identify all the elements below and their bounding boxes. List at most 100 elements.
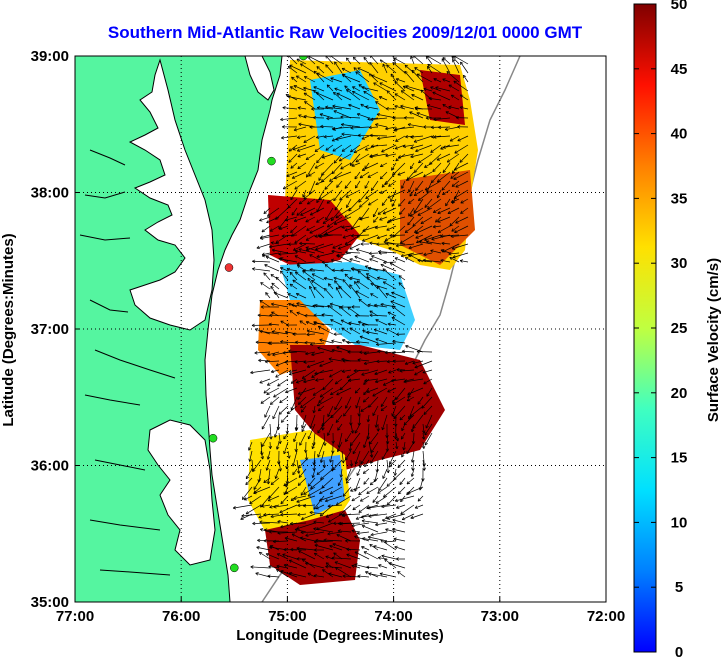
velocity-arrow <box>331 268 343 273</box>
velocity-arrow <box>282 553 298 560</box>
velocity-arrow <box>311 441 316 450</box>
y-tick-label: 39:00 <box>31 48 69 65</box>
velocity-arrow <box>359 350 370 354</box>
velocity-arrow <box>316 153 325 164</box>
velocity-arrow <box>412 360 424 365</box>
velocity-arrow <box>369 258 379 263</box>
velocity-arrow <box>385 126 397 131</box>
velocity-arrow <box>393 468 398 476</box>
velocity-arrow <box>287 95 307 101</box>
velocity-arrow <box>293 85 307 92</box>
plot-area <box>75 56 606 602</box>
velocity-arrow <box>305 531 325 537</box>
velocity-arrow <box>394 126 415 131</box>
velocity-arrow <box>382 63 388 74</box>
velocity-arrow <box>289 310 298 317</box>
velocity-arrow <box>385 292 397 299</box>
velocity-arrow <box>280 512 298 517</box>
velocity-arrow <box>268 441 273 449</box>
velocity-arrow <box>325 513 334 518</box>
velocity-arrow <box>410 513 424 520</box>
velocity-arrow <box>393 57 406 65</box>
velocity-arrow <box>332 243 343 249</box>
velocity-arrow <box>386 513 406 520</box>
land-mass <box>75 56 283 602</box>
velocity-arrow <box>294 271 307 281</box>
velocity-arrow <box>369 544 379 551</box>
velocity-arrow <box>313 321 334 326</box>
velocity-arrow <box>267 351 280 357</box>
velocity-arrow <box>400 504 415 515</box>
x-tick-label: 75:00 <box>268 608 306 625</box>
colorbar-tick-label: 45 <box>671 61 688 78</box>
x-tick-label: 72:00 <box>587 608 625 625</box>
velocity-arrow <box>271 282 280 290</box>
velocity-arrow <box>342 279 352 290</box>
velocity-arrow <box>325 144 334 151</box>
velocity-arrow <box>309 267 325 272</box>
velocity-arrow <box>410 423 415 433</box>
velocity-arrow <box>269 243 289 249</box>
velocity-arrow <box>363 56 370 65</box>
colorbar: 0 5 10 15 20 25 30 35 40 45 50 Surface Velocity (c… <box>633 0 722 659</box>
velocity-arrow <box>404 70 415 83</box>
velocity-arrow <box>267 574 280 578</box>
velocity-arrow <box>400 432 406 440</box>
velocity-arrow <box>380 396 388 408</box>
velocity-arrow <box>287 405 298 415</box>
velocity-arrow <box>400 234 415 244</box>
velocity-arrow <box>318 171 325 181</box>
y-tick-label: 38:00 <box>31 185 69 202</box>
velocity-arrow <box>462 74 469 83</box>
velocity-arrow <box>275 234 289 244</box>
velocity-arrow <box>313 86 325 92</box>
velocity-arrow <box>392 359 406 364</box>
velocity-arrow <box>414 360 433 369</box>
velocity-arrow <box>346 547 361 552</box>
x-axis-label: Longitude (Degrees:Minutes) <box>236 627 444 644</box>
velocity-arrow <box>416 349 433 354</box>
velocity-arrow <box>297 106 307 110</box>
velocity-arrow <box>316 252 334 258</box>
velocity-arrow <box>388 459 397 468</box>
velocity-arrow <box>271 302 289 308</box>
velocity-arrow <box>314 543 334 551</box>
velocity-arrow <box>283 432 289 440</box>
velocity-arrow <box>273 291 289 299</box>
velocity-arrow <box>375 101 388 110</box>
velocity-arrow <box>354 450 361 465</box>
velocity-arrow <box>263 539 280 543</box>
velocity-arrow <box>414 107 433 111</box>
velocity-arrow <box>252 267 271 272</box>
velocity-arrow <box>290 521 307 526</box>
velocity-arrow <box>410 153 424 159</box>
velocity-arrow <box>372 387 388 397</box>
velocity-arrow <box>381 518 397 524</box>
velocity-arrow <box>356 340 370 344</box>
velocity-arrow <box>320 124 334 129</box>
velocity-arrow <box>401 423 406 432</box>
velocity-arrow <box>387 311 397 317</box>
velocity-arrow <box>355 153 370 163</box>
velocity-arrow <box>334 561 352 569</box>
velocity-arrow <box>421 441 426 449</box>
velocity-arrow <box>361 323 379 327</box>
velocity-arrow <box>340 319 352 326</box>
velocity-arrow <box>367 171 379 178</box>
velocity-arrow <box>254 351 271 355</box>
velocity-arrow <box>269 423 273 440</box>
velocity-arrow <box>349 258 361 263</box>
velocity-arrow <box>358 298 370 308</box>
velocity-arrow <box>364 162 370 169</box>
velocity-arrow <box>263 387 271 394</box>
velocity-arrow <box>270 241 280 245</box>
velocity-arrow <box>313 548 325 552</box>
velocity-arrow <box>316 216 325 223</box>
velocity-arrow <box>455 115 469 120</box>
velocity-arrow <box>364 459 370 468</box>
velocity-arrow <box>394 257 406 263</box>
velocity-arrow <box>349 284 361 299</box>
velocity-arrow <box>442 144 460 149</box>
velocity-arrow <box>336 254 352 263</box>
